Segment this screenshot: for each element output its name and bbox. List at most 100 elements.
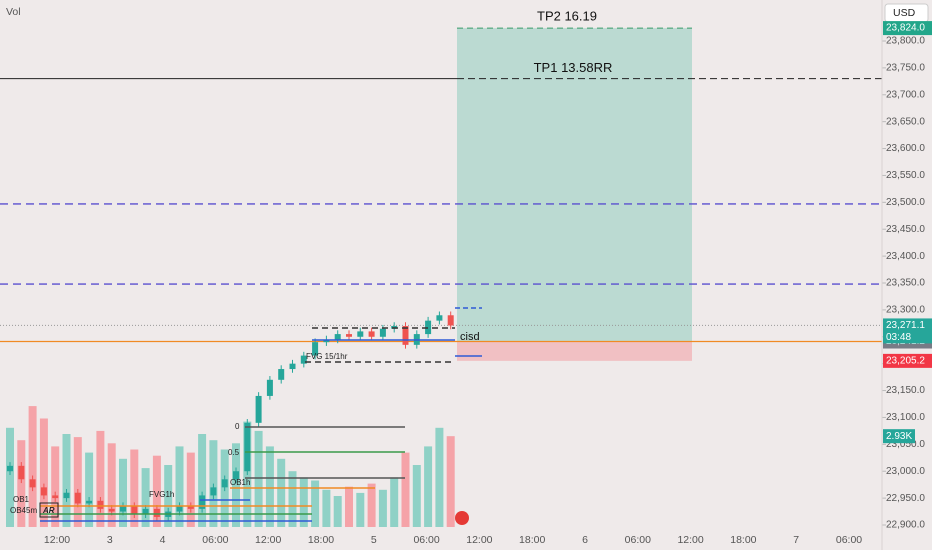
volume-bar (130, 449, 139, 527)
annotation: cisd (460, 331, 480, 343)
y-tick-label: 23,000.0 (886, 466, 925, 477)
y-tick-label: 23,800.0 (886, 36, 925, 47)
volume-bar (28, 406, 37, 527)
candle-body (153, 508, 160, 517)
candle-body (379, 328, 386, 337)
price-tag-label: 23,824.0 (886, 23, 925, 34)
volume-bar (6, 427, 14, 527)
volume-bar (367, 483, 376, 527)
volume-bar (288, 471, 297, 527)
volume-bar (277, 458, 286, 527)
price-tag (883, 318, 932, 333)
candle-body (436, 315, 443, 321)
y-tick-label: 23,100.0 (886, 412, 925, 423)
volume-bar (311, 480, 320, 527)
candle-body (131, 506, 138, 515)
volume-bar (141, 468, 150, 527)
ar-box (39, 502, 59, 518)
candle-body (120, 506, 126, 512)
x-tick-label: 06:00 (413, 534, 439, 546)
x-tick-label: 12:00 (44, 534, 70, 546)
volume-bar (345, 486, 353, 527)
tp2-label: TP2 16.19 (537, 9, 597, 24)
volume-bar (333, 496, 342, 527)
volume-bar (175, 446, 184, 527)
zones (40, 307, 482, 522)
volume-bar (107, 443, 116, 527)
x-tick-label: 18:00 (519, 534, 545, 546)
volume-bar (401, 452, 410, 527)
volume-bar (446, 436, 455, 527)
volume-bar (186, 452, 195, 527)
x-tick-label: 18:00 (308, 534, 334, 546)
candle-body (447, 315, 454, 326)
volume-bar (356, 492, 365, 527)
candle-body (29, 479, 36, 488)
candle-body (255, 395, 262, 423)
volume-bar (152, 455, 161, 527)
candle-body (40, 487, 47, 496)
y-tick-label: 23,500.0 (886, 197, 925, 208)
y-tick-label: 23,150.0 (886, 385, 925, 396)
candle-body (142, 508, 149, 515)
candle-body (402, 326, 409, 345)
volume-value: 2.93K (886, 431, 912, 442)
candle-body (266, 379, 273, 396)
volume-bar (62, 434, 71, 527)
y-tick-label: 23,450.0 (886, 224, 925, 235)
volume-bar (322, 489, 331, 527)
price-tag-label: 23,205.2 (886, 356, 925, 367)
volume-bar (96, 430, 105, 527)
price-tag (883, 21, 932, 36)
volume-bar (119, 458, 127, 527)
volume-bar (390, 477, 399, 527)
x-tick-label: 06:00 (836, 534, 862, 546)
y-tick-label: 23,400.0 (886, 251, 925, 262)
volume-bar (424, 446, 433, 527)
volume-bar (299, 477, 308, 527)
candle-body (7, 465, 13, 472)
candle-body (312, 342, 319, 356)
candle-body (323, 339, 330, 343)
flag-icon[interactable] (455, 511, 469, 525)
candle-body (289, 363, 296, 370)
y-tick-label: 23,050.0 (886, 439, 925, 450)
annotation: AR (42, 506, 55, 515)
x-tick-label: 06:00 (202, 534, 228, 546)
candle-body (278, 369, 285, 380)
annotation: OB1 (13, 495, 30, 504)
volume-bar (17, 440, 26, 527)
candle-body (233, 471, 239, 480)
candle-body (108, 508, 115, 512)
candle-body (74, 492, 81, 504)
candle-body (368, 331, 375, 337)
volume-bar (435, 427, 444, 527)
candle-body (300, 355, 307, 364)
candle-body (334, 334, 341, 340)
y-tick-label: 23,650.0 (886, 116, 925, 127)
annotation: OB45m (10, 506, 37, 515)
annotation: 0.5 (228, 448, 240, 457)
currency[interactable]: USD (893, 7, 916, 19)
candle-body (187, 506, 194, 509)
candle-body (176, 506, 183, 512)
candle-body (97, 500, 104, 509)
y-tick-label: 22,900.0 (886, 520, 925, 531)
price-tag (883, 353, 932, 368)
candle-body (210, 487, 217, 496)
x-tick-label: 7 (793, 534, 799, 546)
annotation: FVG1h (149, 490, 174, 499)
candle-body (86, 500, 93, 504)
volume-bar (39, 418, 48, 527)
annotation: FVG 15/1hr (306, 352, 348, 361)
volume-bar (51, 446, 60, 527)
y-tick-label: 23,350.0 (886, 278, 925, 289)
y-tick-label: 23,550.0 (886, 170, 925, 181)
candle-body (63, 492, 70, 499)
volume-label: Vol (6, 6, 21, 18)
tp1-label: TP1 13.58RR (534, 60, 613, 75)
countdown: 03:48 (886, 332, 911, 343)
candle-body (425, 320, 432, 335)
x-tick-label: 3 (107, 534, 113, 546)
